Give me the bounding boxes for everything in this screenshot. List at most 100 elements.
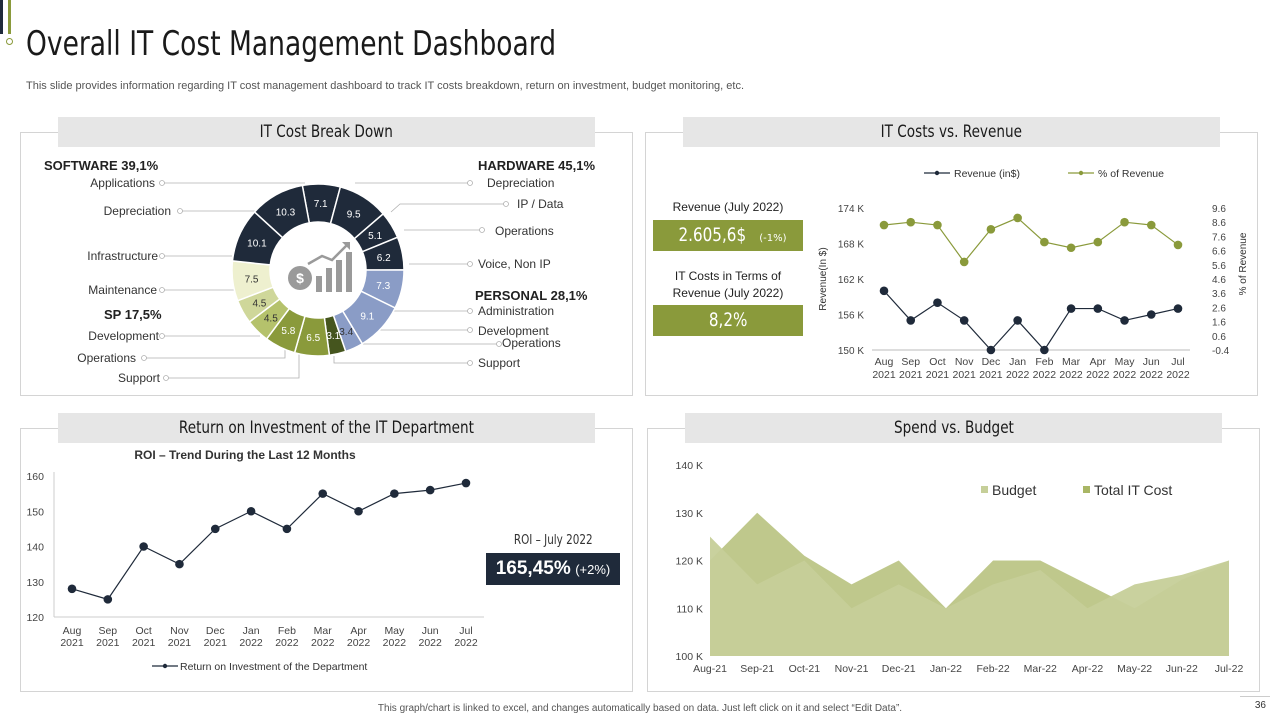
x-tick-label: Jan: [1009, 356, 1026, 368]
x-tick-label: 2021: [953, 369, 977, 381]
x-tick-label: Oct-21: [789, 663, 821, 675]
donut-slice-label: 10.1: [247, 238, 267, 249]
legend-swatch: [981, 486, 988, 493]
sp-label: SP 17,5%: [104, 307, 162, 322]
roi-chart: ROI – Trend During the Last 12 Months 160…: [26, 448, 484, 673]
x-tick-label: 2022: [347, 637, 371, 649]
leader-dots: [141, 180, 509, 381]
roi-point: [210, 524, 220, 534]
roi-point: [354, 506, 363, 516]
x-tick-label: 2022: [275, 637, 299, 649]
donut-slice-label: 7.1: [314, 199, 328, 210]
right-label-ip-data: IP / Data: [517, 197, 564, 211]
roi-chart-title: ROI – Trend During the Last 12 Months: [134, 448, 356, 462]
y-tick-label: 174 K: [838, 204, 864, 215]
x-tick-label: Dec-21: [882, 663, 916, 675]
roi-point: [461, 478, 471, 488]
legend-marker: [162, 663, 168, 669]
legend-label: Budget: [992, 482, 1036, 498]
roi-point: [390, 489, 399, 498]
x-tick-label: Jul: [459, 625, 472, 637]
left-label-support: Support: [118, 371, 161, 385]
y2-tick-label: 9.6: [1212, 204, 1226, 215]
series-point: [1040, 237, 1049, 247]
x-tick-label: Jul-22: [1215, 663, 1244, 675]
x-tick-label: 2022: [1140, 369, 1164, 381]
x-tick-label: Jul: [1171, 356, 1184, 368]
x-tick-label: 2022: [1086, 369, 1110, 381]
y2-tick-label: 1.6: [1212, 318, 1226, 329]
money-chart-icon: $: [288, 242, 352, 292]
series-point: [959, 316, 969, 325]
donut-slice-label: 10.3: [276, 207, 296, 218]
x-tick-label: May: [384, 625, 405, 637]
legend-label: % of Revenue: [1098, 168, 1164, 180]
x-tick-label: Mar: [314, 625, 333, 637]
x-tick-label: May: [1115, 356, 1136, 368]
y-tick-label: 100 K: [676, 651, 703, 663]
x-tick-label: Aug: [875, 356, 894, 368]
x-tick-label: Mar: [1062, 356, 1081, 368]
series-line: [883, 217, 1179, 263]
revenue-value-box: 2.605,6$ (-1%): [653, 220, 803, 251]
roi-line: [71, 482, 467, 601]
right-label-operations: Operations: [495, 224, 554, 238]
donut-slice-label: 3.4: [339, 327, 353, 338]
left-label-operations: Operations: [77, 351, 136, 365]
y2-tick-label: 6.6: [1212, 247, 1226, 258]
series-point: [1066, 243, 1076, 253]
legend-label: Revenue (in$): [954, 168, 1020, 180]
donut-slice-label: 9.5: [347, 209, 361, 220]
series-point: [1120, 217, 1129, 227]
y-tick-label: 110 K: [676, 603, 703, 615]
x-tick-label: 2022: [239, 637, 263, 649]
left-label-maintenance: Maintenance: [88, 283, 157, 297]
roi-point: [139, 542, 148, 551]
right-label-support: Support: [478, 356, 521, 370]
x-tick-label: 2021: [979, 369, 1003, 381]
series-point: [1093, 304, 1103, 313]
y2-tick-label: 3.6: [1212, 289, 1226, 300]
revenue-label: Revenue (July 2022): [672, 200, 784, 214]
x-tick-label: 2022: [1033, 369, 1057, 381]
y-axis-title: Revenue(In $): [818, 247, 829, 310]
page-title: Overall IT Cost Management Dashboard: [26, 24, 557, 64]
roi-value-box: 165,45% (+2%): [486, 553, 620, 585]
left-label-depreciation: Depreciation: [104, 204, 171, 218]
series-point: [1173, 304, 1183, 313]
right-label-development: Development: [478, 324, 549, 338]
software-label: SOFTWARE 39,1%: [44, 158, 159, 173]
legend-swatch: [1083, 486, 1090, 493]
donut-slice-label: 4.5: [252, 299, 266, 310]
header-accent-bar: [0, 0, 3, 34]
footer-note: This graph/chart is linked to excel, and…: [377, 703, 903, 714]
roi-point: [318, 489, 328, 498]
donut-slice-label: 6.2: [377, 253, 391, 264]
x-tick-label: Aug: [63, 625, 82, 637]
panel-title-roi: Return on Investment of the IT Departmen…: [58, 413, 595, 443]
y-tick-label: 150 K: [838, 346, 864, 357]
panel-title-spend-budget: Spend vs. Budget: [685, 413, 1222, 443]
donut-slice-label: 4.5: [264, 314, 278, 325]
x-tick-label: Feb-22: [976, 663, 1009, 675]
header-accent-circle: [6, 38, 13, 45]
y-tick-label: 120: [26, 612, 44, 624]
x-tick-label: Nov: [955, 356, 974, 368]
legend-label: Total IT Cost: [1094, 482, 1172, 498]
x-tick-label: Jun: [1143, 356, 1160, 368]
y2-axis-title: % of Revenue: [1238, 232, 1249, 295]
donut-slice-label: 7.5: [245, 275, 259, 286]
roi-point: [425, 485, 435, 495]
y2-tick-label: -0.4: [1212, 346, 1230, 357]
legend-label: Return on Investment of the Department: [180, 661, 367, 673]
donut-slice-label: 7.3: [376, 281, 390, 292]
page-number-divider: [1240, 696, 1270, 697]
series-point: [879, 220, 889, 230]
roi-point: [246, 506, 256, 516]
x-tick-label: 2022: [311, 637, 335, 649]
x-tick-label: Nov-21: [835, 663, 869, 675]
x-tick-label: Jan: [243, 625, 260, 637]
donut-slice-label: 3.1: [326, 331, 340, 342]
series-point: [1093, 237, 1103, 247]
x-tick-label: Jun: [422, 625, 439, 637]
